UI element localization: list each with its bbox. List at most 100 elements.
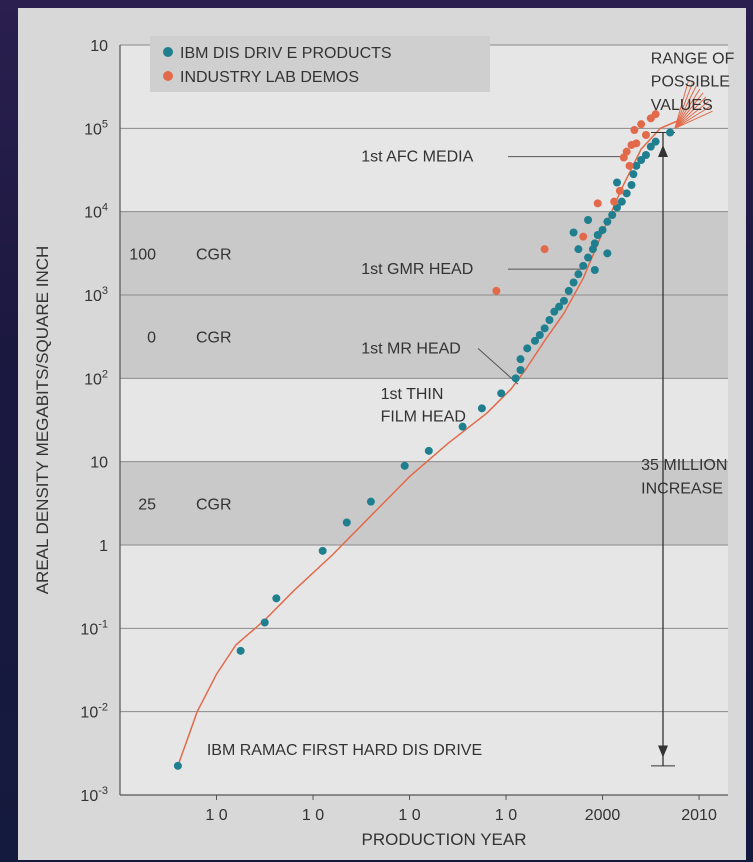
annotation: 1st GMR HEAD: [361, 261, 473, 278]
data-point: [632, 161, 641, 170]
chart-frame: 100 CGR 0 CGR 25 CGR 10-3 10-2 10-1 1 10 102 103 104…: [18, 8, 746, 860]
data-point: [610, 197, 619, 206]
data-point: [540, 245, 549, 254]
data-point: [173, 761, 182, 770]
data-point: [637, 120, 646, 129]
data-point: [550, 307, 559, 316]
data-point: [617, 197, 626, 206]
x-tick-label: 1 0: [205, 807, 227, 824]
cgr-band-number: 25: [138, 496, 156, 513]
y-axis-label: AREAL DENSITY MEGABITS/SQUARE INCH: [33, 246, 52, 595]
data-point: [590, 266, 599, 274]
data-point: [646, 142, 655, 151]
data-point: [593, 199, 602, 208]
data-point: [559, 296, 568, 305]
legend-label: INDUSTRY LAB DEMOS: [180, 69, 359, 86]
data-point: [622, 189, 631, 198]
data-point: [590, 239, 599, 248]
x-tick-label: 1 0: [495, 807, 517, 824]
annotations: RANGE OF POSSIBLE VALUES 1st AFC MEDIA 1st G…: [207, 50, 735, 759]
annotation: 1st AFC MEDIA: [361, 149, 473, 166]
x-tick-label: 2010: [681, 807, 717, 824]
data-point: [530, 336, 539, 345]
y-tick-label: 1: [99, 538, 108, 555]
data-point: [603, 217, 612, 226]
y-tick-label: 105: [84, 118, 108, 138]
y-tick-labels: 10-3 10-2 10-1 1 10 102 103 104 105 10: [80, 38, 108, 805]
x-tick-label: 2000: [585, 807, 621, 824]
fan-line: [674, 88, 701, 129]
legend-marker: [163, 47, 173, 57]
data-point: [477, 404, 486, 413]
legend-marker: [163, 71, 173, 81]
legend: IBM DIS DRIV E PRODUCTS INDUSTRY LAB DEMO…: [150, 36, 490, 92]
fan-line: [674, 100, 709, 129]
annotation: 1st MR HEAD: [361, 340, 461, 357]
annotation: FILM HEAD: [381, 409, 466, 426]
data-point: [555, 302, 564, 311]
cgr-band-number: 100: [129, 246, 156, 263]
cgr-band-number: 0: [147, 330, 156, 347]
data-point: [603, 249, 612, 258]
data-point: [629, 170, 638, 179]
data-point: [492, 286, 501, 295]
data-point: [641, 131, 650, 139]
x-tick-labels: 1 0 1 0 1 0 1 0 2000 2010: [205, 795, 717, 824]
data-point: [608, 211, 617, 219]
cgr-band: [120, 211, 728, 295]
data-point: [540, 324, 549, 333]
data-point: [593, 231, 602, 239]
y-tick-label: 10-2: [80, 702, 108, 722]
data-point: [579, 232, 588, 241]
data-point: [564, 286, 573, 295]
data-point: [545, 316, 554, 324]
data-point: [579, 261, 588, 270]
data-point: [569, 278, 578, 287]
data-point: [511, 374, 520, 383]
data-point: [641, 151, 650, 159]
data-point: [400, 461, 409, 470]
x-axis-label: PRODUCTION YEAR: [362, 830, 527, 849]
y-tick-label: 102: [84, 368, 108, 388]
cgr-band: [120, 295, 728, 379]
y-tick-label: 10: [90, 455, 108, 472]
cgr-band-label: CGR: [196, 246, 232, 263]
annotation: IBM RAMAC FIRST HARD DIS DRIVE: [207, 742, 482, 759]
fan-line: [674, 110, 713, 129]
data-point: [523, 344, 532, 353]
x-tick-label: 1 0: [398, 807, 420, 824]
data-point: [535, 331, 544, 339]
data-point: [666, 128, 675, 137]
data-point: [569, 228, 578, 237]
data-point: [584, 216, 593, 224]
arrow-head-up: [658, 145, 668, 157]
callout-lines: [477, 132, 675, 767]
data-point: [272, 594, 281, 603]
data-point: [574, 270, 583, 279]
data-point: [366, 497, 375, 506]
legend-box: [150, 36, 490, 92]
data-point: [424, 446, 433, 455]
data-point: [613, 178, 622, 187]
x-tick-label: 1 0: [302, 807, 324, 824]
data-point: [630, 126, 639, 134]
data-point: [342, 518, 351, 527]
data-point: [625, 161, 634, 170]
y-tick-label: 10-3: [80, 785, 108, 805]
data-point: [598, 226, 607, 234]
data-point: [236, 646, 245, 655]
annotation: 35 MILLION: [641, 457, 727, 474]
data-point: [516, 355, 525, 364]
data-point: [318, 546, 327, 555]
plot-background: [120, 45, 728, 795]
data-point: [497, 389, 506, 398]
arrow-head-down: [658, 745, 668, 758]
data-point: [651, 110, 660, 119]
data-point: [637, 156, 646, 164]
fan-line: [674, 92, 704, 129]
cgr-bands: 100 CGR 0 CGR 25 CGR: [120, 45, 728, 795]
cgr-band-label: CGR: [196, 496, 232, 513]
data-point: [574, 245, 583, 254]
annotation: 1st THIN: [381, 386, 444, 403]
y-tick-label: 103: [84, 285, 108, 305]
